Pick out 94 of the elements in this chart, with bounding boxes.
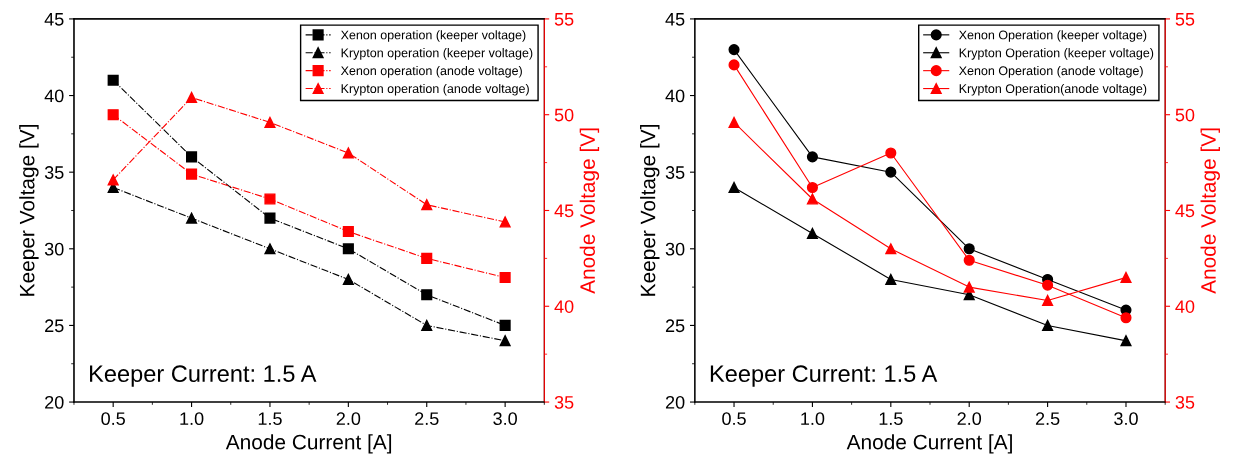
legend-label: Xenon operation (anode voltage) [340,65,522,78]
point [107,109,119,121]
point [728,59,740,71]
x-tick-label: 1.0 [180,412,204,426]
point [1120,271,1132,284]
point [885,147,897,159]
x-tick-label: 1.5 [258,412,282,426]
annotation: Keeper Current: 1.5 A [90,365,317,387]
x-tick-label: 2.0 [957,412,982,426]
point [421,252,433,264]
x-tick-label: 1.5 [879,412,903,426]
y2-tick-label: 50 [554,108,574,122]
x-tick-label: 3.0 [493,412,517,426]
point [421,199,433,211]
point [342,243,354,255]
point [499,271,511,284]
legend-label: Xenon operation (keeper voltage) [340,30,526,42]
point [186,168,198,180]
x-tick-label: 3.0 [1114,412,1138,426]
point [1120,335,1132,347]
y2-axis-title: Anode Voltage [V] [1200,128,1220,294]
point [264,212,276,224]
y-tick-label: 35 [665,166,685,179]
y-axis-title: Keeper Voltage [V] [19,125,39,296]
point [1042,319,1054,331]
y2-tick-label: 50 [1175,108,1195,122]
point [186,212,198,224]
point [342,147,354,159]
y-tick-label: 30 [665,242,685,256]
point [499,216,511,228]
point [728,181,740,194]
y-tick-label: 20 [665,395,685,409]
y-tick-label: 20 [45,395,64,409]
point [806,181,818,194]
point [342,226,354,238]
point [186,91,198,104]
point [499,319,511,331]
legend-label: Krypton operation (keeper voltage) [341,48,533,60]
legend-label: Krypton Operation(anode voltage) [959,83,1147,96]
y-tick-label: 40 [665,89,685,103]
point [806,227,818,240]
y-tick-label: 45 [665,13,685,26]
y-tick-label: 40 [44,89,64,103]
x-tick-label: 2.5 [415,412,439,426]
y-tick-label: 25 [665,319,685,333]
x-tick-label: 2.5 [1035,412,1060,426]
y2-tick-label: 55 [1175,13,1195,26]
point [1120,312,1132,324]
point [963,254,975,266]
point [885,243,897,255]
point [728,116,740,128]
y-tick-label: 25 [45,319,64,333]
legend-label: Xenon Operation (anode voltage) [958,65,1143,78]
x-axis-title: Anode Current [A] [225,434,392,454]
point [885,273,897,286]
point [107,74,119,86]
point [728,44,740,56]
legend-label: Krypton operation (anode voltage) [341,83,529,96]
x-axis-title: Anode Current [A] [846,434,1012,454]
point [264,193,276,205]
y2-tick-label: 35 [554,395,574,409]
point [806,193,818,205]
legend-label: Xenon Operation (keeper voltage) [958,30,1147,42]
x-tick-label: 1.0 [801,412,825,426]
y2-tick-label: 40 [554,300,574,313]
y-tick-label: 45 [44,13,64,26]
point [264,243,276,255]
point [1042,294,1054,307]
y2-axis-title: Anode Voltage [V] [579,128,600,294]
y2-tick-label: 45 [1175,204,1195,218]
y-axis-title: Keeper Voltage [V] [640,125,660,296]
x-tick-label: 0.5 [101,412,125,426]
point [107,174,119,186]
x-tick-label: 0.5 [722,412,746,426]
y2-tick-label: 45 [554,204,574,218]
point [963,281,975,293]
point [186,151,198,163]
y2-tick-label: 35 [1175,395,1195,409]
x-tick-label: 2.0 [336,412,361,426]
annotation: Keeper Current: 1.5 A [710,365,938,387]
point [499,335,511,347]
point [885,166,897,178]
point [421,319,433,331]
point [1042,279,1054,291]
y-tick-label: 35 [44,166,64,179]
y2-tick-label: 40 [1175,300,1195,313]
point [806,151,818,163]
point [342,273,354,286]
point [421,289,433,301]
point [264,116,276,128]
y2-tick-label: 55 [554,13,574,26]
point [963,243,975,255]
legend-label: Krypton Operation (keeper voltage) [959,48,1154,60]
y-tick-label: 30 [44,242,64,256]
